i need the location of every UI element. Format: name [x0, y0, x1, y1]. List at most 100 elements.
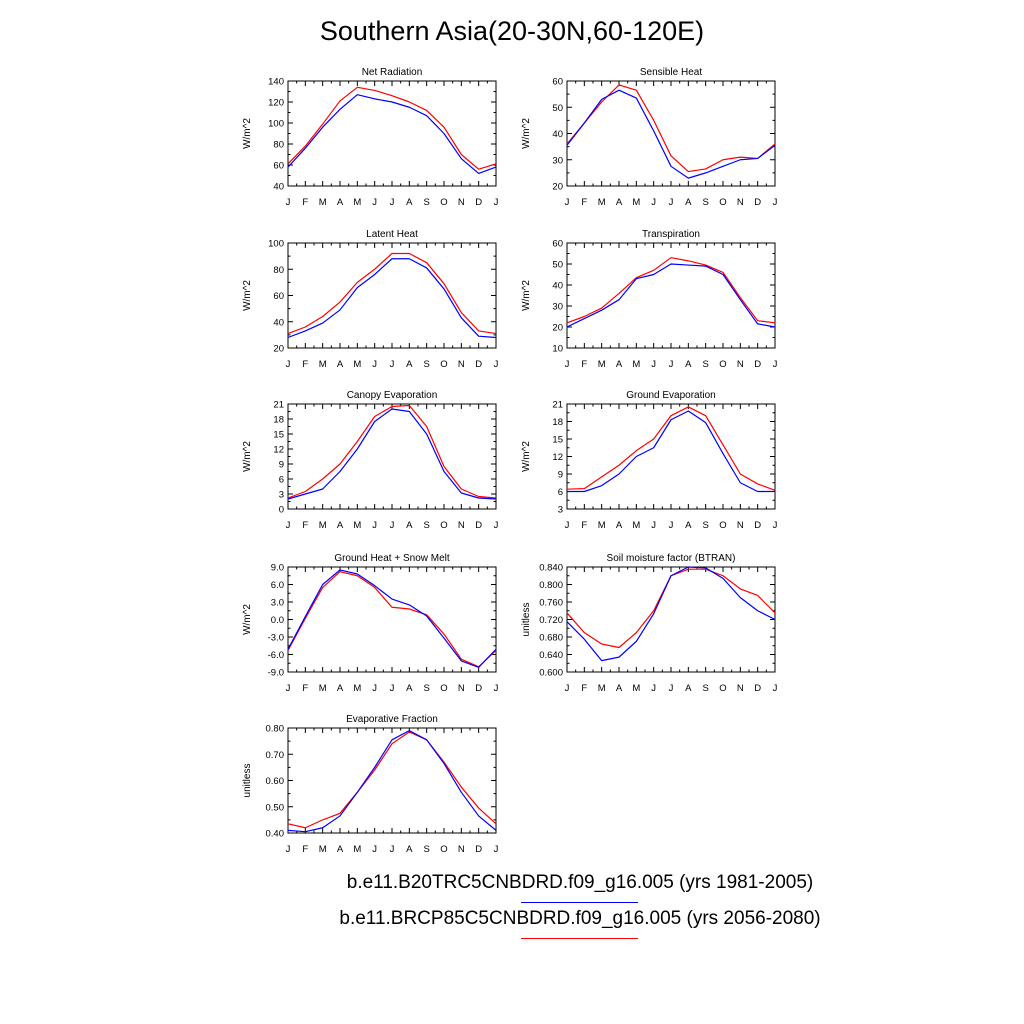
series-line-1	[287, 571, 497, 668]
x-tick-label: M	[319, 197, 327, 208]
y-tick-label: 12	[552, 452, 563, 463]
x-tick-label: N	[458, 359, 465, 370]
y-axis-label: unitless	[242, 764, 253, 798]
y-tick-label: 6	[558, 487, 563, 498]
y-tick-label: 50	[552, 103, 563, 114]
y-tick-label: 20	[552, 182, 563, 193]
y-tick-label: 0	[279, 505, 284, 516]
x-tick-label: F	[302, 844, 308, 855]
x-tick-label: O	[440, 520, 447, 531]
plot-frame	[287, 80, 497, 187]
y-tick-label: 6.0	[271, 580, 284, 591]
x-tick-label: J	[390, 197, 395, 208]
x-tick-label: A	[616, 359, 623, 370]
y-tick-label: 0.70	[266, 750, 285, 761]
y-axis-label: unitless	[521, 603, 532, 637]
y-tick-label: 0.840	[539, 563, 563, 574]
legend-entry-1-swatch	[521, 902, 638, 903]
y-tick-label: 0.40	[266, 829, 285, 840]
y-tick-label: 60	[273, 161, 284, 172]
y-tick-label: 40	[273, 182, 284, 193]
plot-frame	[566, 242, 776, 349]
x-tick-label: J	[773, 520, 778, 531]
x-tick-label: N	[737, 683, 744, 694]
y-tick-label: -3.0	[268, 633, 284, 644]
x-tick-label: J	[651, 197, 656, 208]
series-line-2	[287, 408, 497, 500]
x-tick-label: M	[598, 683, 606, 694]
x-tick-label: M	[632, 520, 640, 531]
x-tick-label: J	[286, 683, 291, 694]
x-tick-label: S	[702, 359, 708, 370]
x-tick-label: M	[353, 844, 361, 855]
x-tick-label: D	[754, 359, 761, 370]
x-tick-label: A	[685, 683, 692, 694]
x-tick-label: A	[337, 197, 344, 208]
x-tick-label: A	[685, 520, 692, 531]
y-tick-label: -9.0	[268, 668, 284, 679]
x-tick-label: J	[773, 683, 778, 694]
x-tick-label: F	[581, 197, 587, 208]
x-tick-label: N	[737, 359, 744, 370]
x-tick-label: O	[719, 359, 726, 370]
y-tick-label: 80	[273, 140, 284, 151]
panel-title: Evaporative Fraction	[346, 714, 438, 725]
x-tick-label: J	[390, 683, 395, 694]
series-line-1	[566, 84, 776, 173]
x-tick-label: M	[319, 844, 327, 855]
chart-panel: Soil moisture factor (BTRAN)J F M A M J J A S O N D…	[521, 553, 778, 694]
y-tick-label: 0.80	[266, 724, 285, 735]
panel-title: Sensible Heat	[640, 67, 702, 78]
x-tick-label: J	[565, 520, 570, 531]
x-tick-label: D	[754, 197, 761, 208]
y-tick-label: 60	[273, 291, 284, 302]
x-tick-label: J	[372, 197, 377, 208]
y-tick-label: 100	[268, 239, 284, 250]
y-tick-label: 3	[558, 505, 563, 516]
x-tick-label: F	[581, 683, 587, 694]
x-tick-label: O	[440, 683, 447, 694]
y-tick-label: 6	[279, 475, 284, 486]
x-tick-label: O	[719, 197, 726, 208]
series-line-2	[287, 94, 497, 174]
y-axis-label: W/m^2	[521, 441, 532, 472]
x-tick-label: J	[651, 683, 656, 694]
y-axis-label: W/m^2	[242, 441, 253, 472]
y-tick-label: 21	[273, 400, 284, 411]
x-tick-label: M	[353, 520, 361, 531]
legend-entry-1-label: b.e11.B20TRC5CNBDRD.f09_g16.005 (yrs 198…	[346, 872, 814, 893]
y-tick-label: 40	[552, 281, 563, 292]
y-tick-label: 3	[279, 490, 284, 501]
x-tick-label: J	[494, 683, 499, 694]
x-tick-label: J	[390, 359, 395, 370]
x-tick-label: A	[337, 359, 344, 370]
y-tick-label: 10	[552, 344, 563, 355]
y-tick-label: -6.0	[268, 650, 284, 661]
x-tick-label: J	[669, 197, 674, 208]
x-tick-label: S	[423, 520, 429, 531]
x-tick-label: J	[651, 359, 656, 370]
x-tick-label: J	[372, 520, 377, 531]
series-line-2	[566, 89, 776, 179]
y-tick-label: 9.0	[271, 563, 284, 574]
plot-frame	[287, 566, 497, 673]
y-tick-label: 140	[268, 77, 284, 88]
panel-title: Canopy Evaporation	[347, 390, 438, 401]
series-line-2	[566, 566, 776, 662]
x-tick-label: N	[737, 197, 744, 208]
panel-title: Net Radiation	[362, 67, 423, 78]
y-tick-label: 0.680	[539, 633, 563, 644]
x-tick-label: O	[719, 683, 726, 694]
y-axis-label: W/m^2	[242, 118, 253, 149]
x-tick-label: A	[616, 520, 623, 531]
y-tick-label: 0.600	[539, 668, 563, 679]
y-tick-label: 30	[552, 302, 563, 313]
y-tick-label: 0.720	[539, 615, 563, 626]
x-tick-label: O	[440, 197, 447, 208]
x-tick-label: A	[685, 359, 692, 370]
y-tick-label: 40	[273, 317, 284, 328]
x-tick-label: M	[632, 197, 640, 208]
